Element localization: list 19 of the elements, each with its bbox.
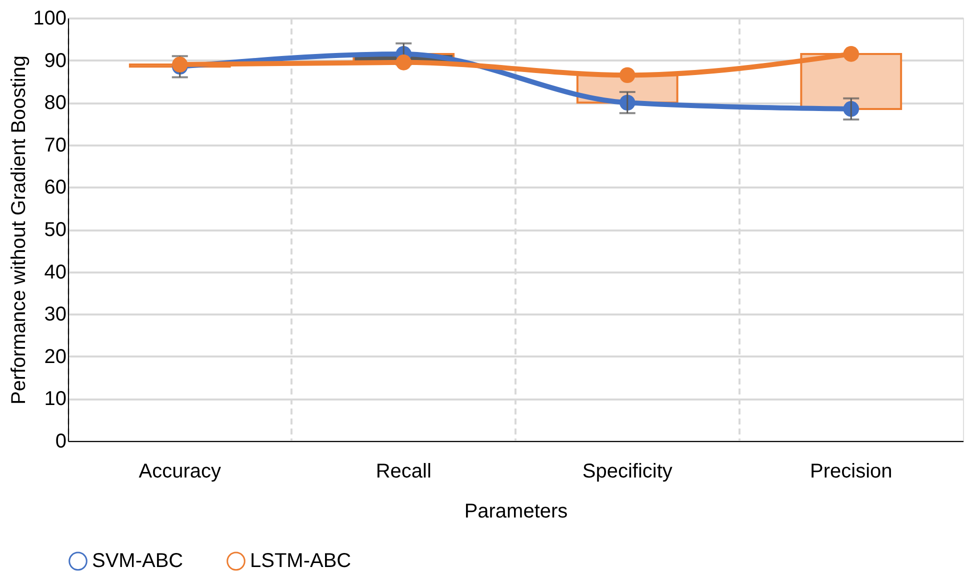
y-tick-label: 70 [44, 134, 66, 156]
y-tick-label: 10 [44, 388, 66, 410]
x-axis-title: Parameters [464, 500, 568, 522]
legend-label: SVM-ABC [92, 550, 184, 572]
y-tick-label: 40 [44, 261, 66, 284]
x-tick-label: Accuracy [138, 460, 221, 482]
x-tick-label: Precision [810, 460, 892, 482]
y-tick-label: 80 [44, 92, 66, 114]
y-tick-label: 90 [44, 50, 66, 72]
y-tick-label: 0 [55, 430, 66, 452]
y-tick-label: 30 [44, 304, 66, 326]
y-axis-title: Performance without Gradient Boosting [8, 55, 30, 405]
y-tick-label: 50 [44, 219, 66, 241]
y-tick-label: 60 [44, 176, 66, 199]
x-tick-label: Recall [376, 460, 432, 482]
y-tick-label: 20 [44, 346, 66, 368]
legend-label: LSTM-ABC [250, 550, 352, 572]
y-tick-label: 100 [33, 8, 66, 30]
x-tick-label: Specificity [582, 460, 672, 482]
